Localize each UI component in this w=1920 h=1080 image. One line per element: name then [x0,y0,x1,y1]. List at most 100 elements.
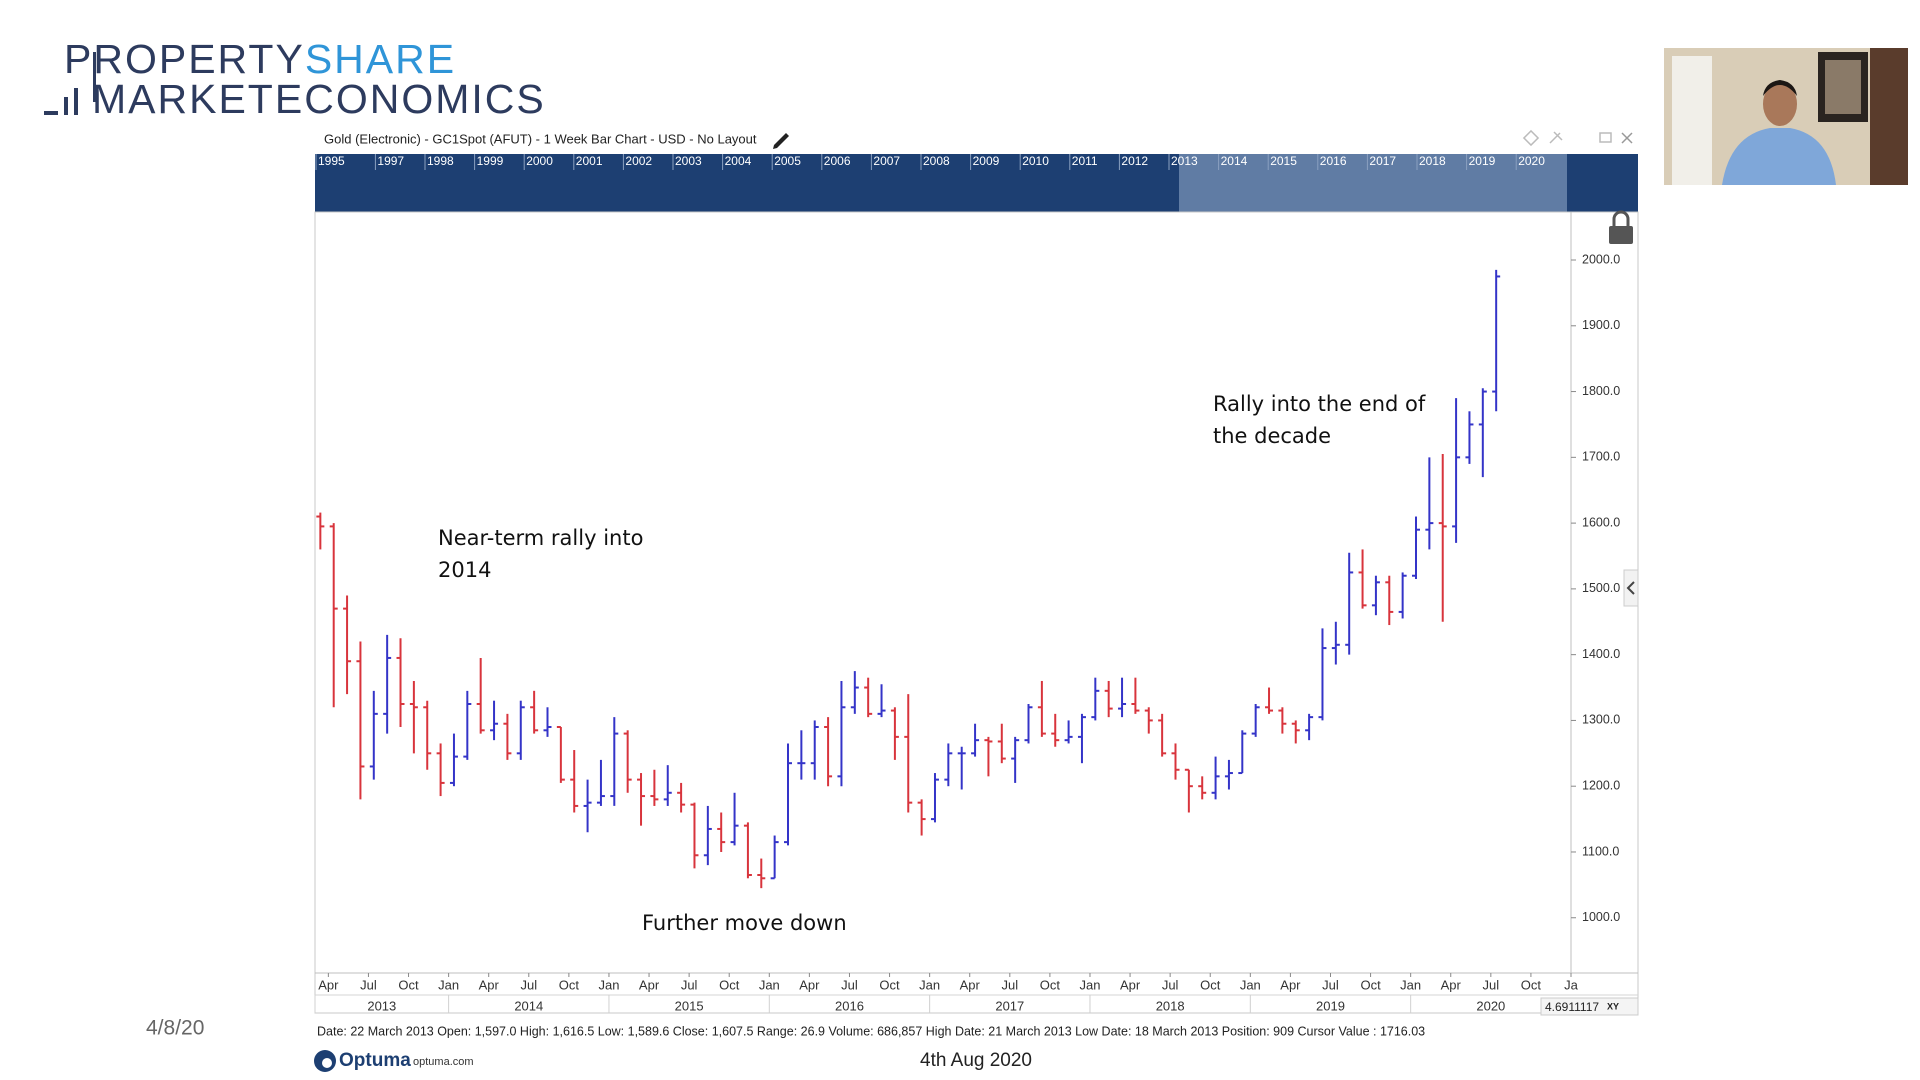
ohlc-bar [1425,457,1434,550]
ohlc-bar [1345,552,1354,655]
ohlc-bar [730,792,739,846]
window-button[interactable] [1621,132,1633,144]
x-tick-label: Apr [1441,977,1462,992]
ohlc-bar [1492,269,1501,412]
navigator-year: 2006 [824,154,851,168]
navigator-year: 2001 [576,154,603,168]
window-button[interactable] [1522,129,1540,147]
navigator-selection[interactable] [1179,154,1567,212]
annotation: Rally into the end of [1213,392,1426,416]
window-button[interactable] [1549,131,1563,144]
y-tick-label: 1600.0 [1582,515,1620,529]
logo-mark [64,97,68,115]
ohlc-bar [1358,549,1367,609]
lock-icon[interactable] [1609,210,1633,244]
logo-word: ECONOMICS [275,76,546,122]
x-tick-label: Jul [681,977,698,992]
annotation: 2014 [438,558,491,582]
y-tick-label: 1300.0 [1582,713,1620,727]
ohlc-bar [1238,730,1247,775]
cursor-mode[interactable]: XY [1607,1001,1619,1011]
ohlc-bar [1024,703,1033,744]
x-tick-label: Jul [1322,977,1339,992]
ohlc-bar [476,657,485,734]
navigator-year: 2009 [973,154,1000,168]
ohlc-bar [957,746,966,790]
y-tick-label: 1700.0 [1582,450,1620,464]
x-tick-label: Oct [879,977,900,992]
ohlc-bar [543,707,552,737]
x-tick-label: Jan [919,977,940,992]
x-tick-label: Oct [398,977,419,992]
annotation: the decade [1213,424,1331,448]
webcam-window [1672,56,1712,185]
cursor-value: 4.6911117 [1545,1000,1599,1014]
ohlc-bar [556,726,565,783]
ohlc-bar [396,638,405,728]
ohlc-bar [1251,703,1260,737]
ohlc-bar [663,765,672,806]
side-panel-toggle[interactable] [1623,569,1639,607]
ohlc-bar [1465,411,1474,464]
ohlc-bar [703,805,712,866]
ohlc-bar [596,759,605,806]
ohlc-bar [797,730,806,780]
toggle-arrow [1626,581,1635,595]
ohlc-bar [1184,768,1193,813]
footer-date: 4th Aug 2020 [920,1050,1032,1071]
y-tick-label: 1100.0 [1582,844,1619,858]
logo-word: PROPERTY [64,36,305,82]
navigator-year: 2019 [1469,154,1496,168]
ohlc-bar [677,782,686,813]
ohlc-bar [650,769,659,806]
navigator-year: 2003 [675,154,702,168]
window-controls [1522,129,1633,147]
ohlc-bar [1158,713,1167,757]
info-line: Date: 22 March 2013 Open: 1,597.0 High: … [317,1024,1425,1038]
x-tick-label: Jan [759,977,780,992]
x-tick-label: Oct [1521,977,1542,992]
ohlc-bar [1478,388,1487,478]
year-label: 2015 [675,998,704,1013]
window-button[interactable] [1599,132,1612,143]
ohlc-bar [824,717,833,787]
ohlc-bar [463,690,472,760]
webcam-shelf [1870,48,1908,185]
x-tick-label: Jan [438,977,459,992]
logo-word: MARKET [92,76,275,122]
ohlc-bar [717,812,726,852]
ohlc-bar [1037,680,1046,737]
x-tick-label: Apr [639,977,660,992]
x-tick-label: Jul [520,977,537,992]
chart-frame [314,211,1639,1014]
ohlc-bar [1011,736,1020,783]
ohlc-bar [1064,720,1073,744]
ohlc-bar [1091,677,1100,721]
x-tick-label: Ja [1564,977,1579,992]
navigator-year: 2020 [1518,154,1545,168]
logo-word: SHARE [305,36,456,82]
ohlc-bar [1198,776,1207,800]
ohlc-bar [1278,707,1287,734]
logo-line: PROPERTYSHARE [64,36,456,82]
ohlc-bar [329,523,338,708]
x-tick-label: Apr [318,977,339,992]
y-tick-label: 2000.0 [1582,252,1620,266]
webcam-person [1763,80,1797,96]
ohlc-bar [743,822,752,879]
y-tick-label: 1200.0 [1582,779,1620,793]
ohlc-bar [1144,707,1153,734]
ohlc-bar [1331,621,1340,665]
ohlc-bar [864,677,873,718]
ohlc-bar [770,835,779,880]
x-tick-label: Jan [1240,977,1261,992]
lock-shackle [1612,210,1630,226]
y-tick-label: 1000.0 [1582,910,1620,924]
navigator-year: 2004 [725,154,752,168]
ohlc-bar [1438,454,1447,622]
ohlc-bar [383,634,392,734]
chart-title: Gold (Electronic) - GC1Spot (AFUT) - 1 W… [324,131,757,146]
x-tick-label: Jan [598,977,619,992]
edit-icon[interactable] [773,133,789,149]
ohlc-bar [810,720,819,780]
